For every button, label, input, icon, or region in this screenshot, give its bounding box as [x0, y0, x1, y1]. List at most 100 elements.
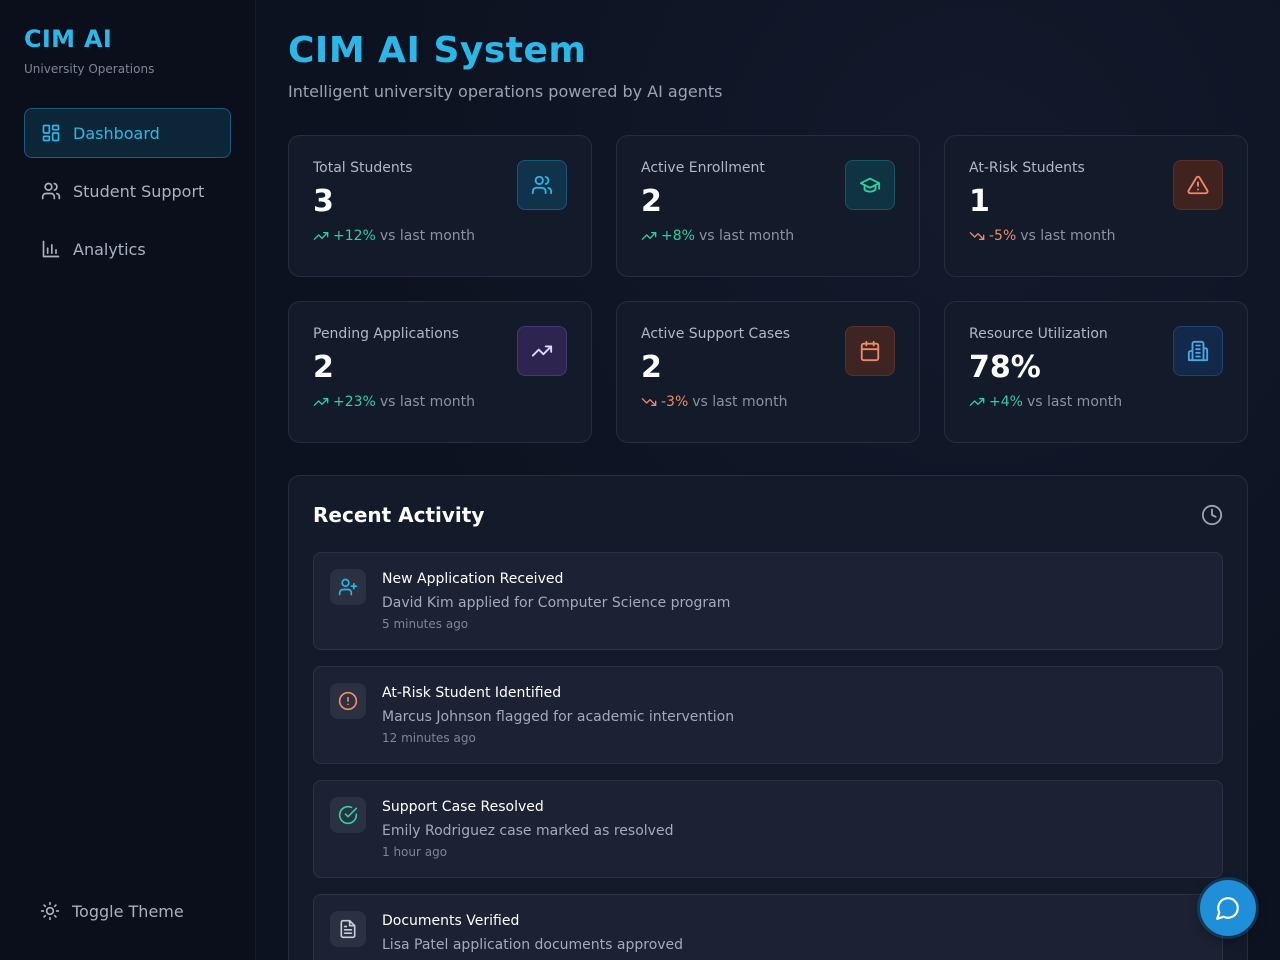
sidebar-item-dashboard[interactable]: Dashboard — [24, 108, 231, 158]
stat-card-active-support-cases[interactable]: Active Support Cases 2 -3% vs last month — [616, 301, 920, 443]
trend-up-icon — [313, 232, 329, 240]
sidebar-item-analytics[interactable]: Analytics — [24, 224, 231, 274]
stat-change-suffix: vs last month — [698, 228, 795, 244]
stat-change-value: +8% — [661, 228, 695, 244]
stats-grid: Total Students 3 +12% vs last month Acti… — [288, 135, 1248, 443]
trend-up-icon — [969, 398, 985, 406]
stat-card-at-risk-students[interactable]: At-Risk Students 1 -5% vs last month — [944, 135, 1248, 277]
activity-title: Documents Verified — [382, 913, 520, 929]
stat-change: +4% vs last month — [969, 394, 1223, 410]
building-icon — [1187, 340, 1209, 362]
stat-change-value: +23% — [333, 394, 376, 410]
sidebar-item-label: Student Support — [73, 181, 205, 201]
stat-label: Total Students — [313, 160, 413, 176]
stat-change-suffix: vs last month — [692, 394, 788, 410]
activity-icon-box — [330, 569, 366, 605]
activity-text: Support Case Resolved Emily Rodriguez ca… — [382, 797, 673, 861]
stat-change-suffix: vs last month — [1020, 228, 1116, 244]
user-plus-icon — [338, 578, 358, 596]
stat-change-value: +12% — [333, 228, 376, 244]
brand-subtitle: University Operations — [24, 62, 155, 76]
stat-value: 3 — [313, 184, 334, 219]
stat-change-value: +4% — [989, 394, 1023, 410]
document-icon — [340, 919, 356, 939]
stat-label: Pending Applications — [313, 326, 459, 342]
stat-icon-box — [517, 326, 567, 376]
toggle-theme-button[interactable]: Toggle Theme — [24, 886, 232, 936]
check-circle-icon — [338, 805, 358, 825]
activity-list: New Application Received David Kim appli… — [313, 552, 1223, 960]
recent-activity-header: Recent Activity — [313, 500, 1223, 530]
activity-title: Support Case Resolved — [382, 799, 544, 815]
stat-card-resource-utilization[interactable]: Resource Utilization 78% +4% vs last mon… — [944, 301, 1248, 443]
activity-title: At-Risk Student Identified — [382, 685, 562, 701]
activity-time: 5 minutes ago — [382, 617, 469, 631]
activity-text: Documents Verified Lisa Patel applicatio… — [382, 911, 683, 960]
graduation-cap-icon — [859, 177, 881, 193]
activity-description: Marcus Johnson flagged for academic inte… — [382, 709, 735, 725]
stat-icon-box — [845, 160, 895, 210]
sun-icon — [40, 901, 60, 921]
stat-change-value: -3% — [661, 394, 689, 410]
stat-label: Active Support Cases — [641, 326, 791, 342]
page-title: CIM AI System — [288, 30, 587, 71]
activity-description: Lisa Patel application documents approve… — [382, 937, 684, 953]
stat-icon-box — [1173, 160, 1223, 210]
chat-button[interactable] — [1200, 880, 1256, 936]
activity-icon-box — [330, 797, 366, 833]
stat-card-active-enrollment[interactable]: Active Enrollment 2 +8% vs last month — [616, 135, 920, 277]
stat-icon-box — [517, 160, 567, 210]
dashboard-grid-icon — [42, 124, 60, 142]
chat-bubble-icon — [1216, 897, 1239, 920]
stat-value: 2 — [641, 184, 662, 219]
activity-description: Emily Rodriguez case marked as resolved — [382, 823, 674, 839]
toggle-theme-label: Toggle Theme — [72, 901, 184, 921]
activity-item[interactable]: Documents Verified Lisa Patel applicatio… — [313, 894, 1223, 960]
stat-change-value: -5% — [989, 228, 1017, 244]
stat-value: 1 — [969, 184, 990, 219]
stat-change-suffix: vs last month — [1026, 394, 1123, 410]
stat-label: Resource Utilization — [969, 326, 1108, 342]
warning-triangle-icon — [1187, 175, 1209, 195]
activity-title: New Application Received — [382, 571, 564, 587]
clock-icon[interactable] — [1201, 504, 1223, 526]
stat-card-pending-applications[interactable]: Pending Applications 2 +23% vs last mont… — [288, 301, 592, 443]
page-subtitle: Intelligent university operations powere… — [288, 82, 723, 101]
sidebar-item-student-support[interactable]: Student Support — [24, 166, 231, 216]
stat-change: -3% vs last month — [641, 394, 895, 410]
sidebar-item-label: Analytics — [73, 239, 146, 259]
activity-item[interactable]: At-Risk Student Identified Marcus Johnso… — [313, 666, 1223, 764]
activity-item[interactable]: New Application Received David Kim appli… — [313, 552, 1223, 650]
sidebar: CIM AI University Operations Dashboard S… — [0, 0, 256, 960]
alert-circle-icon — [338, 691, 358, 711]
recent-activity-panel: Recent Activity New Application Received… — [288, 475, 1248, 960]
activity-icon-box — [330, 911, 366, 947]
users-icon — [531, 175, 553, 195]
stat-card-total-students[interactable]: Total Students 3 +12% vs last month — [288, 135, 592, 277]
trend-down-icon — [969, 232, 985, 240]
stat-value: 78% — [969, 350, 1041, 385]
stat-change: +12% vs last month — [313, 228, 567, 244]
sidebar-item-label: Dashboard — [73, 123, 160, 143]
stat-icon-box — [845, 326, 895, 376]
trending-up-icon — [531, 345, 553, 357]
stat-value: 2 — [313, 350, 334, 385]
trend-down-icon — [641, 398, 657, 406]
stat-value: 2 — [641, 350, 662, 385]
activity-item[interactable]: Support Case Resolved Emily Rodriguez ca… — [313, 780, 1223, 878]
trend-up-icon — [641, 232, 657, 240]
bar-chart-icon — [42, 240, 60, 258]
stat-label: Active Enrollment — [641, 160, 765, 176]
activity-icon-box — [330, 683, 366, 719]
main-content: CIM AI System Intelligent university ope… — [256, 0, 1280, 960]
users-icon — [41, 182, 61, 200]
calendar-icon — [860, 340, 880, 362]
stat-change: +23% vs last month — [313, 394, 567, 410]
stat-label: At-Risk Students — [969, 160, 1085, 176]
stat-icon-box — [1173, 326, 1223, 376]
activity-time: 12 minutes ago — [382, 731, 476, 745]
stat-change-suffix: vs last month — [379, 394, 476, 410]
activity-description: David Kim applied for Computer Science p… — [382, 595, 731, 611]
activity-time: 1 hour ago — [382, 845, 448, 859]
stat-change-suffix: vs last month — [379, 228, 476, 244]
